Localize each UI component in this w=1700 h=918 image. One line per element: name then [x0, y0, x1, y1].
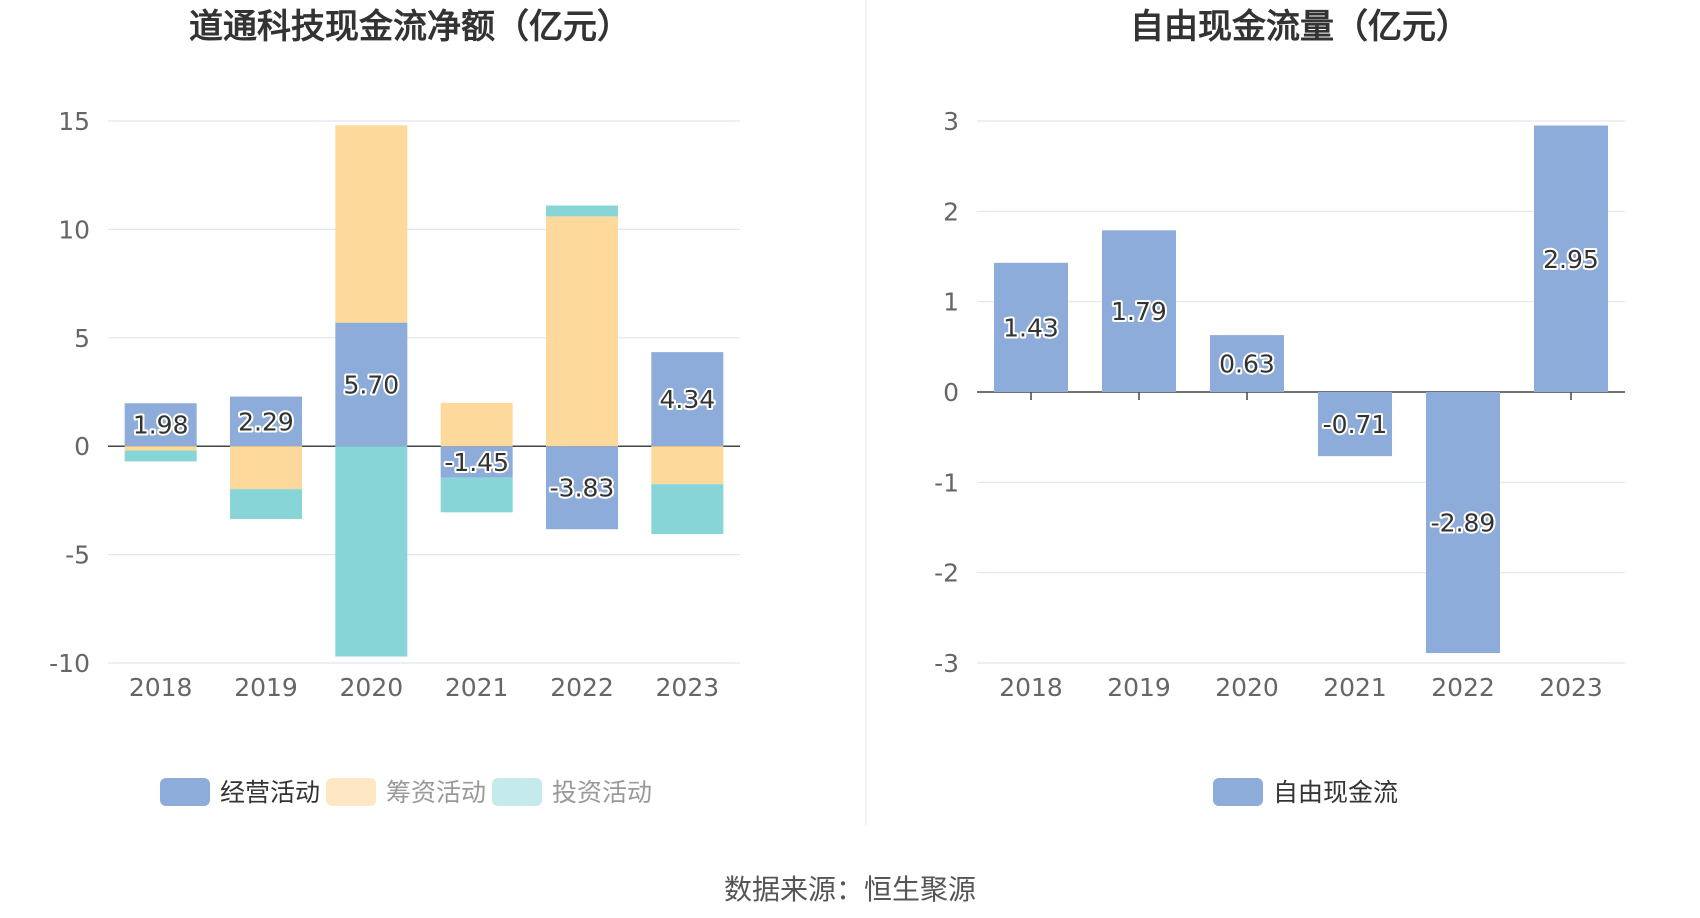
chart-title: 道通科技现金流净额（亿元） [189, 7, 631, 47]
bar-经营活动-2022[interactable] [546, 446, 618, 530]
bar-投资活动-2022[interactable] [546, 205, 618, 217]
legend-swatch-筹资活动[interactable] [326, 778, 376, 806]
x-tick-label: 2018 [999, 673, 1063, 702]
legend-label-投资活动[interactable]: 投资活动 [552, 778, 652, 807]
bar-自由现金流-2018[interactable] [994, 262, 1068, 392]
y-tick-label: 2 [943, 197, 959, 226]
y-tick-label: -5 [65, 541, 90, 570]
data-label-自由现金流-2023: 2.95 [1543, 245, 1599, 274]
data-label-经营活动-2021: -1.45 [444, 448, 509, 477]
data-source-note: 数据来源：恒生聚源 [723, 873, 976, 906]
x-tick-label: 2019 [234, 673, 298, 702]
y-tick-label: 0 [943, 378, 959, 407]
bar-筹资活动-2018[interactable] [124, 446, 197, 451]
y-tick-label: 3 [943, 107, 959, 136]
bar-筹资活动-2022[interactable] [546, 216, 618, 447]
x-tick-label: 2023 [1539, 673, 1603, 702]
bar-投资活动-2018[interactable] [124, 450, 197, 462]
x-tick-label: 2022 [1431, 673, 1495, 702]
bar-自由现金流-2020[interactable] [1210, 335, 1284, 392]
y-tick-label: 5 [74, 324, 90, 353]
bar-投资活动-2019[interactable] [230, 489, 302, 520]
legend-swatch-投资活动[interactable] [492, 778, 542, 806]
x-tick-label: 2019 [1107, 673, 1171, 702]
x-tick-label: 2023 [656, 673, 720, 702]
bar-自由现金流-2021[interactable] [1318, 392, 1392, 457]
legend-label-筹资活动[interactable]: 筹资活动 [386, 778, 486, 807]
x-tick-label: 2020 [340, 673, 404, 702]
x-tick-label: 2022 [550, 673, 614, 702]
y-tick-label: 10 [58, 215, 90, 244]
chart-cash-flow-net: 道通科技现金流净额（亿元） -10 -5 0 5 10 15 2018 2019 2020 2021… [49, 7, 740, 807]
data-label-经营活动-2019: 2.29 [238, 407, 294, 436]
bar-经营活动-2023[interactable] [651, 352, 724, 447]
chart-title: 自由现金流量（亿元） [1130, 7, 1470, 47]
bar-筹资活动-2021[interactable] [440, 402, 513, 447]
y-tick-label: 1 [943, 288, 959, 317]
y-tick-label: -10 [49, 649, 90, 678]
y-tick-label: 15 [58, 107, 90, 136]
bar-自由现金流-2023[interactable] [1534, 125, 1608, 393]
bar-经营活动-2019[interactable] [230, 396, 302, 447]
x-tick-label: 2018 [129, 673, 193, 702]
data-label-经营活动-2023: 4.34 [659, 385, 715, 414]
data-label-自由现金流-2022: -2.89 [1431, 509, 1496, 538]
data-label-自由现金流-2021: -0.71 [1323, 410, 1388, 439]
y-tick-label: 0 [74, 432, 90, 461]
bar-筹资活动-2023[interactable] [651, 446, 724, 485]
bar-经营活动-2021[interactable] [440, 446, 513, 478]
bar-自由现金流-2022[interactable] [1426, 392, 1500, 654]
bar-经营活动-2020[interactable] [335, 322, 408, 447]
x-tick-label: 2020 [1215, 673, 1279, 702]
y-tick-label: -1 [934, 468, 959, 497]
bar-投资活动-2020[interactable] [335, 446, 408, 657]
bar-筹资活动-2019[interactable] [230, 446, 302, 490]
chart-free-cash-flow: 自由现金流量（亿元） -3 -2 -1 0 1 2 3 2018 2019 2020 2021 2022… [934, 7, 1625, 807]
legend-swatch-经营活动[interactable] [160, 778, 210, 806]
data-label-自由现金流-2019: 1.79 [1111, 297, 1167, 326]
data-label-自由现金流-2020: 0.63 [1219, 350, 1275, 379]
bar-投资活动-2021[interactable] [440, 477, 513, 513]
data-label-自由现金流-2018: 1.43 [1003, 313, 1059, 342]
bar-投资活动-2023[interactable] [651, 484, 724, 535]
legend-label-自由现金流[interactable]: 自由现金流 [1273, 778, 1398, 807]
bar-筹资活动-2020[interactable] [335, 125, 408, 323]
legend-label-经营活动[interactable]: 经营活动 [220, 778, 320, 807]
x-tick-label: 2021 [445, 673, 509, 702]
data-label-经营活动-2020: 5.70 [343, 370, 399, 399]
legend-swatch-自由现金流[interactable] [1213, 778, 1263, 806]
bar-自由现金流-2019[interactable] [1102, 230, 1176, 392]
data-label-经营活动-2018: 1.98 [133, 411, 189, 440]
bar-经营活动-2018[interactable] [124, 403, 197, 447]
data-label-经营活动-2022: -3.83 [550, 474, 615, 503]
x-tick-label: 2021 [1323, 673, 1387, 702]
y-tick-label: -3 [934, 649, 959, 678]
y-tick-label: -2 [934, 559, 959, 588]
